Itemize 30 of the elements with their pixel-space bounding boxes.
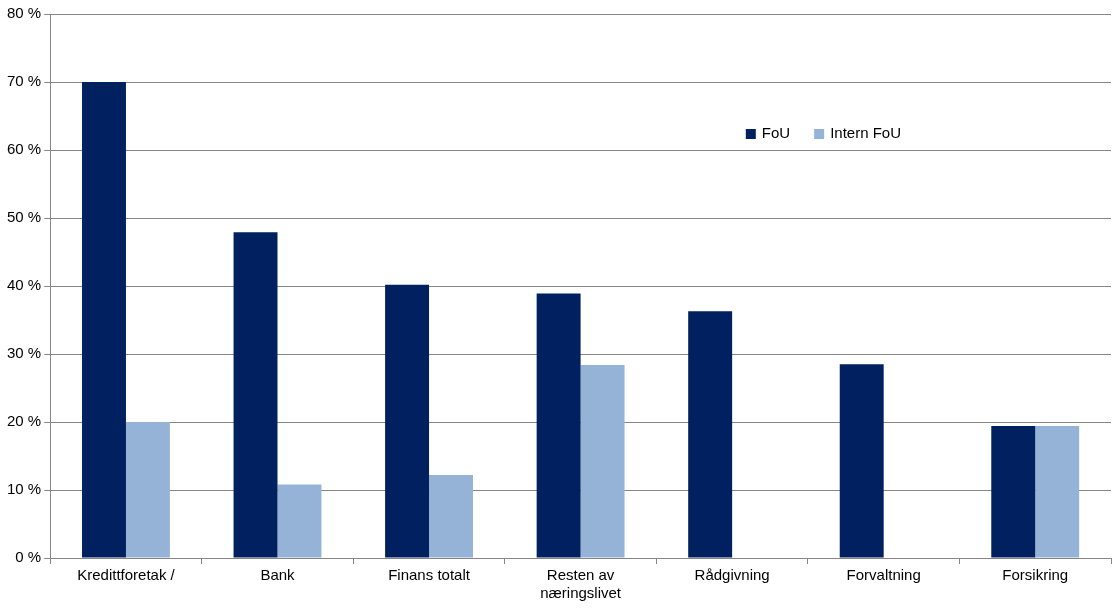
y-tick-label: 40 % bbox=[6, 276, 42, 294]
bar bbox=[82, 82, 126, 558]
bar bbox=[125, 422, 170, 558]
y-tick-label: 10 % bbox=[6, 480, 42, 498]
bar bbox=[839, 364, 884, 558]
x-tick-label: Finans totalt bbox=[388, 566, 471, 584]
bar bbox=[536, 293, 581, 558]
bar bbox=[1035, 426, 1080, 558]
bar bbox=[991, 426, 1036, 558]
legend-label: FoU bbox=[761, 124, 791, 142]
x-tick-label: Forvaltning bbox=[846, 566, 921, 584]
bar bbox=[233, 232, 278, 558]
x-tick-label: Resten av næringslivet bbox=[540, 566, 622, 602]
y-tick-label: 80 % bbox=[6, 4, 42, 22]
y-tick-label: 20 % bbox=[6, 412, 42, 430]
bar bbox=[688, 311, 733, 558]
x-tick-label: Forsikring bbox=[1002, 566, 1069, 584]
x-tick-label: Bank bbox=[260, 566, 296, 584]
y-tick-label: 50 % bbox=[6, 208, 42, 226]
y-tick-label: 0 % bbox=[15, 548, 42, 566]
bar bbox=[385, 284, 430, 558]
x-tick-label: Kredittforetak / bbox=[77, 566, 176, 584]
x-tick-label: Rådgivning bbox=[694, 566, 770, 584]
y-tick-label: 60 % bbox=[6, 140, 42, 158]
y-tick-label: 30 % bbox=[6, 344, 42, 362]
bar bbox=[277, 484, 322, 558]
bar bbox=[580, 364, 625, 558]
y-tick-label: 70 % bbox=[6, 72, 42, 90]
bar bbox=[429, 475, 473, 558]
legend-label: Intern FoU bbox=[830, 124, 902, 142]
